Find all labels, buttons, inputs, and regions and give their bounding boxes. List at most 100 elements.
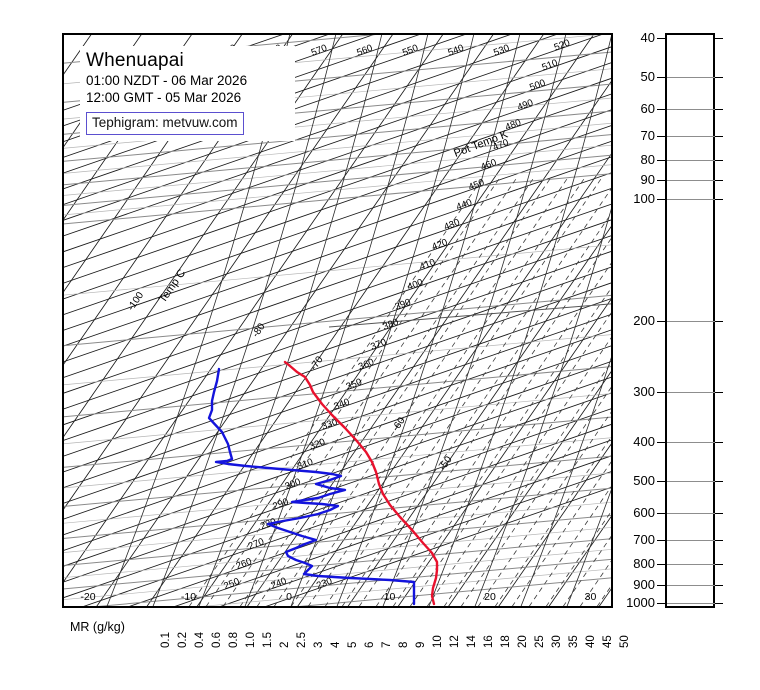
svg-text:550: 550 xyxy=(401,43,420,59)
pressure-gridline xyxy=(667,109,717,111)
mixing-ratio-tick: 0.6 xyxy=(211,632,223,648)
pressure-gridline xyxy=(667,563,717,565)
svg-text:270: 270 xyxy=(247,536,266,552)
svg-text:30: 30 xyxy=(585,591,597,603)
svg-text:-100: -100 xyxy=(126,290,147,313)
pressure-gridline xyxy=(667,198,717,200)
svg-text:490: 490 xyxy=(516,97,535,113)
pressure-gridline xyxy=(667,136,717,138)
svg-text:400: 400 xyxy=(406,277,425,293)
source-badge[interactable]: Tephigram: metvuw.com xyxy=(86,112,244,135)
pressure-tick xyxy=(715,159,723,161)
pressure-tick-label: 500 xyxy=(633,473,655,489)
pressure-tick xyxy=(715,603,723,604)
pressure-tick xyxy=(715,320,723,322)
pressure-tick xyxy=(715,391,723,393)
svg-text:20: 20 xyxy=(484,591,496,603)
pressure-tick-label: 900 xyxy=(633,576,655,592)
pressure-tick xyxy=(715,513,723,515)
local-time: 01:00 NZDT - 06 Mar 2026 xyxy=(86,73,248,88)
svg-text:380: 380 xyxy=(381,317,400,333)
station-name: Whenuapai xyxy=(86,50,184,71)
pressure-tick-label: 700 xyxy=(633,532,655,548)
svg-text:240: 240 xyxy=(269,576,288,592)
mixing-ratio-tick: 4 xyxy=(330,641,342,648)
mixing-ratio-tick: 0.1 xyxy=(160,632,172,648)
mixing-ratio-tick: 45 xyxy=(602,635,614,648)
pressure-tick xyxy=(715,584,723,586)
mixing-ratio-tick: 25 xyxy=(534,635,546,648)
mixing-ratio-tick: 20 xyxy=(517,635,529,648)
svg-text:520: 520 xyxy=(553,37,572,53)
pressure-gridline xyxy=(667,77,717,79)
svg-text:440: 440 xyxy=(455,197,474,213)
pressure-tick-label: 70 xyxy=(640,128,655,144)
pressure-tick xyxy=(715,38,723,39)
pressure-gridline xyxy=(667,603,717,604)
svg-text:350: 350 xyxy=(345,377,364,393)
svg-text:570: 570 xyxy=(310,43,329,59)
svg-text:430: 430 xyxy=(443,217,462,233)
svg-text:330: 330 xyxy=(320,417,339,433)
pressure-tick xyxy=(657,77,665,79)
svg-text:450: 450 xyxy=(467,177,486,193)
pressure-tick-label: 300 xyxy=(633,383,655,399)
pressure-gridline xyxy=(667,481,717,483)
mixing-ratio-tick: 30 xyxy=(551,635,563,648)
pressure-tick xyxy=(715,563,723,565)
pressure-tick xyxy=(715,136,723,138)
svg-text:-20: -20 xyxy=(80,591,95,603)
mixing-ratio-tick: 6 xyxy=(364,641,376,648)
svg-text:360: 360 xyxy=(357,357,376,373)
pressure-tick xyxy=(715,198,723,200)
pressure-tick-label: 90 xyxy=(640,172,655,188)
mixing-ratio-axis-title: MR (g/kg) xyxy=(70,620,125,634)
pressure-gridline xyxy=(667,180,717,182)
pressure-tick-label: 800 xyxy=(633,555,655,571)
pressure-tick xyxy=(715,77,723,79)
pressure-axis-panel[interactable] xyxy=(665,33,717,608)
mixing-ratio-tick: 14 xyxy=(466,635,478,648)
mixing-ratio-tick: 35 xyxy=(568,635,580,648)
temperature-trace xyxy=(283,360,439,606)
pressure-tick xyxy=(657,320,665,322)
utc-time: 12:00 GMT - 05 Mar 2026 xyxy=(86,90,242,105)
mixing-ratio-tick: 3 xyxy=(313,641,325,648)
tephigram-plot-panel[interactable]: -20 -10 0 10 20 30 -100 -80 -70 -60 -50 230 240 250 26… xyxy=(62,33,613,608)
svg-text:260: 260 xyxy=(235,556,254,572)
mixing-ratio-tick: 8 xyxy=(398,641,410,648)
pressure-tick xyxy=(715,442,723,444)
svg-text:510: 510 xyxy=(540,57,559,73)
pressure-tick xyxy=(657,563,665,565)
title-block: Whenuapai 01:00 NZDT - 06 Mar 2026 12:00… xyxy=(80,46,295,141)
pressure-tick xyxy=(657,109,665,111)
mixing-ratio-tick: 40 xyxy=(585,635,597,648)
svg-text:300: 300 xyxy=(283,476,302,492)
mixing-ratio-tick: 50 xyxy=(619,635,631,648)
svg-text:0: 0 xyxy=(286,591,292,603)
svg-text:480: 480 xyxy=(504,117,523,133)
pressure-tick xyxy=(657,180,665,182)
pressure-gridline xyxy=(667,513,717,515)
mixing-ratio-tick: 7 xyxy=(381,641,393,648)
pressure-gridline xyxy=(667,540,717,542)
svg-text:370: 370 xyxy=(369,337,388,353)
pressure-tick xyxy=(657,481,665,483)
pressure-tick-label: 400 xyxy=(633,434,655,450)
svg-text:500: 500 xyxy=(528,77,547,93)
svg-text:410: 410 xyxy=(418,257,437,273)
svg-text:-10: -10 xyxy=(181,591,196,603)
mixing-ratio-tick: 10 xyxy=(432,635,444,648)
mixing-ratio-tick: 12 xyxy=(449,635,461,648)
pressure-tick-label: 60 xyxy=(640,101,655,117)
svg-text:470: 470 xyxy=(491,137,510,153)
pressure-tick xyxy=(715,109,723,111)
svg-text:530: 530 xyxy=(492,43,511,59)
pressure-tick xyxy=(657,584,665,586)
pressure-tick xyxy=(657,136,665,138)
pressure-tick-label: 1000 xyxy=(626,595,655,610)
mixing-ratio-tick: 0.4 xyxy=(194,632,206,648)
mixing-ratio-tick: 5 xyxy=(347,641,359,648)
mixing-ratio-tick: 18 xyxy=(500,635,512,648)
pressure-gridline xyxy=(667,320,717,322)
